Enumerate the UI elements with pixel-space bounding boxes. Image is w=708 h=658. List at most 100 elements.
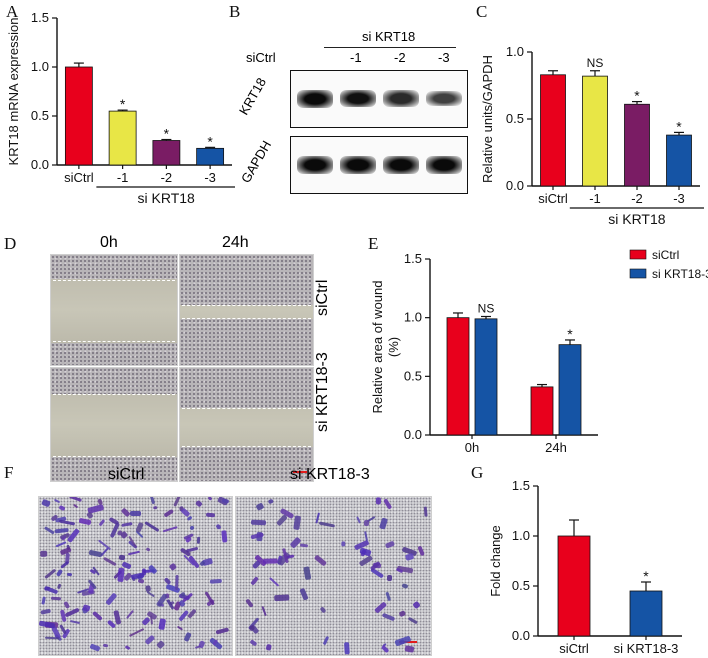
stained-cell: [57, 505, 66, 512]
panel-label-g: G: [471, 463, 484, 482]
stained-cell: [341, 540, 346, 546]
western-group-label: si KRT18: [362, 29, 416, 44]
wound-image-sikrt18-3-24h: [179, 367, 314, 482]
y-axis-label: (%): [386, 337, 401, 357]
stained-cell: [382, 497, 393, 510]
western-lane-label: -2: [394, 50, 406, 65]
stained-cell: [266, 643, 273, 651]
x-tick-label: -3: [204, 170, 216, 185]
band-gapdh: [340, 155, 376, 174]
y-tick-label: 0.5: [506, 111, 524, 126]
stained-cell: [207, 497, 213, 502]
stained-cell: [128, 627, 144, 637]
group-label: si KRT18: [138, 190, 196, 206]
chart-e: 0.0 0.5 1.0 1.5 Relative area of wound (%) 0h 2…: [370, 248, 708, 455]
stained-cell: [149, 497, 156, 504]
wound-panel: 0h 24h siCtrl si KRT18-3: [0, 232, 331, 482]
bar: [540, 74, 566, 187]
chart-g: 0.0 0.5 1.0 1.5 Fold change siCtrl si KRT18-3 *: [488, 478, 682, 656]
chart-a: 0.0 0.5 1.0 1.5 KRT18 mRNA expression siCtrl -…: [6, 10, 235, 206]
stained-cell: [63, 601, 71, 610]
stained-cell: [157, 618, 166, 631]
stained-cell: [356, 516, 361, 524]
y-tick-label: 1.0: [512, 528, 530, 543]
x-tick-label: -2: [161, 170, 173, 185]
transwell-col-sictrl: siCtrl: [108, 466, 145, 483]
band-krt18: [340, 89, 376, 108]
stained-cell: [98, 518, 106, 527]
stained-cell: [221, 530, 228, 544]
stained-cell: [423, 506, 428, 516]
wound-image-sictrl-24h: [179, 254, 314, 366]
x-tick-label: -3: [673, 191, 685, 206]
stained-cell: [145, 547, 152, 553]
y-tick-label: 1.5: [404, 251, 422, 266]
x-tick-label: siCtrl: [559, 641, 589, 656]
legend-label: siCtrl: [652, 248, 679, 262]
bar: [446, 317, 470, 436]
x-tick-label: -1: [117, 170, 129, 185]
stained-cell: [44, 526, 56, 535]
stained-cell: [318, 521, 335, 527]
stained-cell: [163, 509, 175, 518]
x-tick-label: -2: [631, 191, 643, 206]
stained-cell: [313, 554, 327, 567]
stained-cell: [144, 520, 160, 532]
band-gapdh: [383, 155, 419, 174]
bar: [530, 386, 554, 436]
western-row-label-krt18: KRT18: [236, 75, 270, 118]
stained-cell: [43, 586, 59, 596]
western-lane-label: -1: [350, 50, 362, 65]
transwell-col-sikrt18-3: si KRT18-3: [290, 466, 370, 483]
stained-cell: [126, 609, 135, 619]
scale-bar: [293, 471, 307, 473]
stained-cell: [244, 598, 254, 608]
y-tick-label: 0.0: [31, 157, 49, 172]
stained-cell: [255, 502, 265, 511]
stained-cell: [58, 519, 75, 526]
panel-label-b: B: [229, 2, 241, 21]
stained-cell: [215, 523, 222, 531]
stained-cell: [363, 520, 369, 526]
stained-cell: [275, 513, 288, 526]
chart-c: 0.0 0.5 1.0 Relative units/GAPDH siCtrl -1 -2 -…: [480, 44, 704, 227]
stained-cell: [168, 562, 177, 572]
stained-cell: [194, 645, 201, 649]
bar: [64, 66, 93, 166]
stained-cell: [405, 553, 415, 561]
y-tick-label: 1.0: [404, 310, 422, 325]
stained-cell: [251, 560, 262, 570]
bar: [557, 535, 591, 637]
stained-cell: [56, 584, 61, 590]
stained-cell: [40, 499, 50, 508]
bar: [152, 140, 181, 166]
western-lane-labels: siCtrl -1 -2 -3: [232, 50, 472, 68]
stained-cell: [299, 587, 309, 601]
stained-cell: [88, 549, 102, 557]
stained-cell: [303, 566, 312, 580]
stained-cell: [187, 608, 198, 619]
western-lane-label: -3: [438, 50, 450, 65]
stained-cell: [379, 517, 388, 531]
significance-label: NS: [478, 301, 495, 315]
significance-label: *: [207, 133, 213, 149]
wound-row-sictrl: siCtrl: [314, 279, 331, 316]
stained-cell: [384, 540, 395, 549]
stained-cell: [261, 605, 267, 617]
stained-cell: [106, 619, 116, 629]
stained-cell: [180, 507, 191, 517]
stained-cell: [205, 512, 216, 518]
stained-cell: [197, 536, 201, 544]
significance-label: NS: [587, 56, 604, 70]
bar: [474, 318, 498, 436]
band-gapdh: [297, 155, 333, 174]
group-label: si KRT18: [608, 211, 666, 227]
stained-cell: [50, 596, 61, 601]
stained-cell: [176, 625, 183, 631]
stained-cell: [249, 639, 258, 647]
bar: [624, 103, 650, 187]
stained-cell: [399, 610, 407, 618]
x-tick-label: 24h: [545, 440, 567, 455]
bar: [108, 110, 137, 166]
band-krt18: [426, 91, 462, 106]
